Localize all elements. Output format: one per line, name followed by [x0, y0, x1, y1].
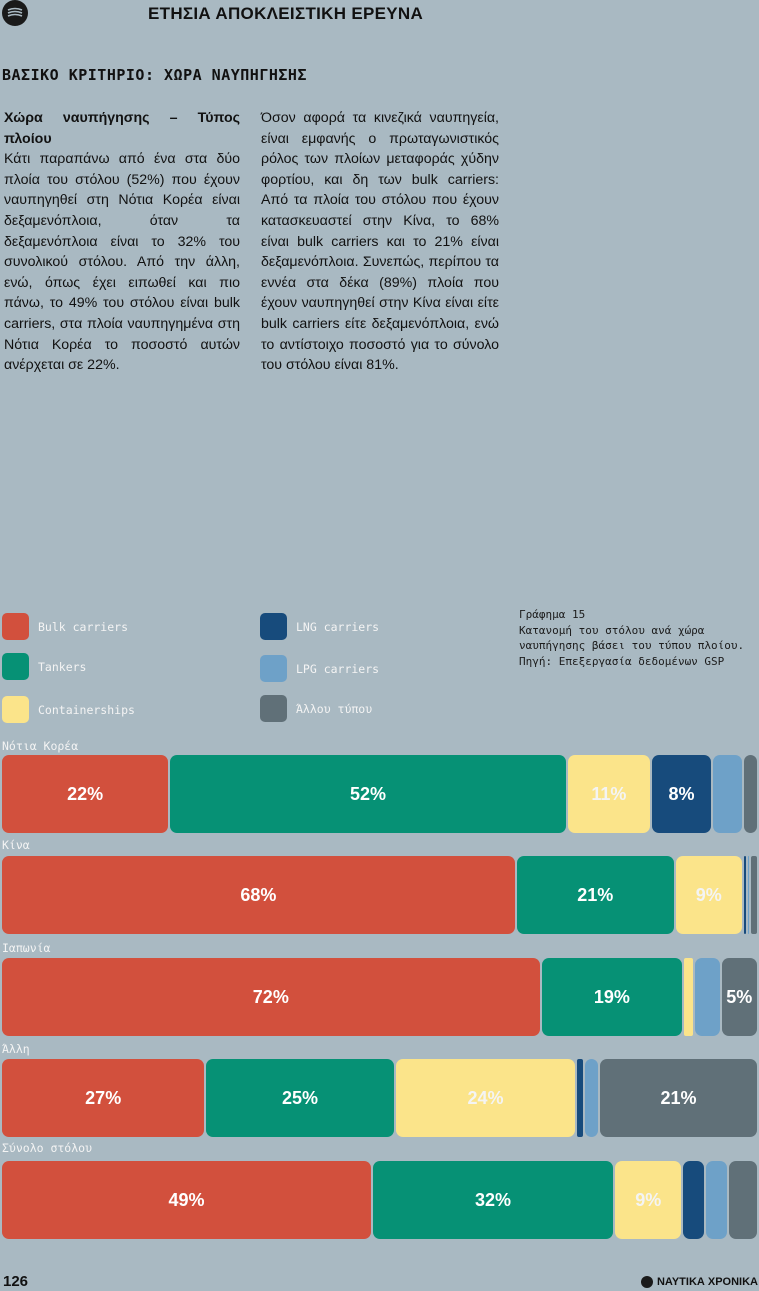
category-label: Ιαπωνία [2, 941, 51, 955]
data-label: 72% [252, 986, 289, 1007]
data-label: 9% [695, 884, 722, 905]
data-label: 21% [660, 1087, 697, 1108]
bar-segment-tankers: 32% [372, 1161, 614, 1239]
category-label: Σύνολο στόλου [2, 1141, 93, 1155]
section-title: ΒΑΣΙΚΟ ΚΡΙΤΗΡΙΟ: ΧΩΡΑ ΝΑΥΠΗΓΗΣΗΣ [2, 66, 307, 84]
category-label: Κίνα [2, 838, 30, 852]
legend-swatch [260, 655, 287, 682]
chart-caption: Γράφημα 15 Κατανομή του στόλου ανά χώρα … [519, 607, 744, 669]
bar-segment-lpg-carriers [695, 958, 720, 1036]
data-label: 32% [475, 1189, 512, 1210]
legend-label: Bulk carriers [38, 619, 129, 634]
legend-item: Tankers [2, 653, 86, 680]
data-label: 24% [467, 1087, 504, 1108]
data-label: 9% [635, 1189, 662, 1210]
header-title: ΕΤΗΣΙΑ ΑΠΟΚΛΕΙΣΤΙΚΗ ΕΡΕΥΝΑ [148, 4, 424, 23]
legend-swatch [2, 696, 29, 723]
data-label: 49% [168, 1189, 205, 1210]
bar-row: 27% 25% 24% 21% [2, 1059, 759, 1137]
bar-segment-bulk-carriers: 72% [2, 958, 540, 1036]
bar-segment-containerships: 9% [615, 1161, 682, 1239]
legend-swatch [260, 613, 287, 640]
bar-row: 72% 19% 5% [2, 958, 759, 1036]
bar-row: 49% 32% 9% [2, 1161, 759, 1239]
bar-segment-lng-carriers [577, 1059, 583, 1137]
article-column-1: Χώρα ναυπήγησης – Τύπος πλοίου Κάτι παρα… [4, 108, 240, 376]
bar-segment-containerships: 9% [675, 856, 742, 934]
article-column-2: Όσον αφορά τα κινεζικά ναυπηγεία, είναι … [261, 108, 499, 376]
data-label: 21% [577, 884, 614, 905]
data-label: 68% [240, 884, 277, 905]
caption-line: Γράφημα 15 [519, 608, 586, 621]
bar-segment-bulk-carriers: 49% [2, 1161, 371, 1239]
data-label: 27% [85, 1087, 122, 1108]
bar-segment-bulk-carriers: 68% [2, 856, 515, 934]
category-label: Άλλη [2, 1042, 30, 1056]
bar-segment-lpg-carriers [713, 755, 742, 833]
bar-segment-tankers: 19% [541, 958, 683, 1036]
caption-line: Κατανομή του στόλου ανά χώρα [519, 623, 705, 637]
bar-segment-lpg-carriers [706, 1161, 727, 1239]
bar-segment-lng-carriers [683, 1161, 704, 1239]
category-label: Νότια Κορέα [2, 739, 79, 753]
bar-segment-άλλου-τύπου [751, 856, 757, 934]
bar-segment-lng-carriers: 8% [651, 755, 712, 833]
bar-segment-containerships: 11% [567, 755, 650, 833]
bar-segment-άλλου-τύπου: 5% [721, 958, 757, 1036]
legend-item: Άλλου τύπου [260, 695, 372, 722]
caption-line: Πηγή: Επεξεργασία δεδομένων GSP [519, 654, 725, 668]
footer-brand-text: ΝΑΥΤΙΚΑ ΧΡΟΝΙΚΑ [656, 1276, 758, 1288]
bar-segment-tankers: 52% [170, 755, 566, 833]
bar-segment-lpg-carriers [584, 1059, 598, 1137]
legend-item: Containerships [2, 696, 135, 723]
article-text-2: Όσον αφορά τα κινεζικά ναυπηγεία, είναι … [261, 110, 499, 374]
data-label: 52% [350, 783, 387, 804]
caption-line: ναυπήγησης βάσει του τύπου πλοίου. [519, 639, 745, 653]
legend-label: Tankers [38, 659, 87, 674]
legend-label: Containerships [38, 702, 135, 717]
legend-label: LPG carriers [296, 661, 380, 676]
page-number: 126 [3, 1273, 29, 1290]
legend-item: LNG carriers [260, 613, 379, 640]
bar-segment-άλλου-τύπου [743, 755, 757, 833]
bar-segment-άλλου-τύπου: 21% [600, 1059, 757, 1137]
legend-swatch [2, 613, 29, 640]
footer-brand: ΝΑΥΤΙΚΑ ΧΡΟΝΙΚΑ [640, 1276, 758, 1288]
data-label: 8% [668, 783, 695, 804]
legend-swatch [2, 653, 29, 680]
bar-segment-containerships: 24% [395, 1059, 576, 1137]
bar-segment-bulk-carriers: 22% [2, 755, 169, 833]
bar-segment-lng-carriers [743, 856, 746, 934]
data-label: 11% [591, 783, 627, 804]
bar-segment-tankers: 25% [206, 1059, 394, 1137]
bar-segment-bulk-carriers: 27% [2, 1059, 205, 1137]
bar-segment-tankers: 21% [516, 856, 674, 934]
magazine-logo-icon [2, 0, 28, 26]
legend-swatch [260, 695, 287, 722]
brand-logo-icon [640, 1276, 653, 1288]
article-heading: Χώρα ναυπήγησης – Τύπος πλοίου [4, 110, 240, 147]
legend-label: LNG carriers [296, 619, 380, 634]
bar-segment-άλλου-τύπου [728, 1161, 757, 1239]
bar-row: 22% 52% 11% 8% [2, 755, 759, 833]
bar-row: 68% 21% 9% [2, 856, 759, 934]
legend-item: LPG carriers [260, 655, 379, 682]
data-label: 19% [593, 986, 630, 1007]
bar-segment-lpg-carriers [747, 856, 750, 934]
data-label: 5% [726, 986, 753, 1007]
bar-segment-containerships [684, 958, 694, 1036]
legend-item: Bulk carriers [2, 613, 128, 640]
article-text-1: Κάτι παραπάνω από ένα στα δύο πλοία του … [4, 151, 240, 374]
legend-label: Άλλου τύπου [296, 701, 373, 716]
data-label: 22% [67, 783, 104, 804]
data-label: 25% [281, 1087, 319, 1108]
